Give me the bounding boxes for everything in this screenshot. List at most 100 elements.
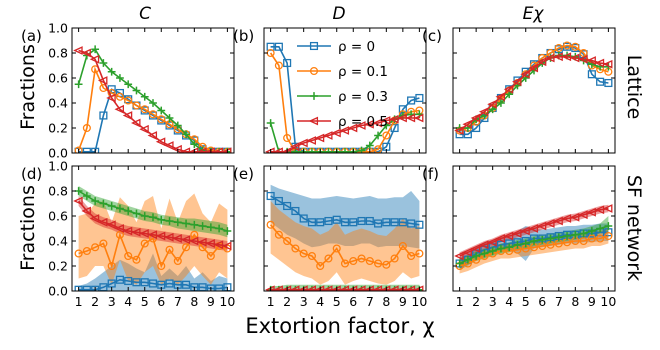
data-point bbox=[74, 80, 83, 89]
data-point bbox=[82, 285, 91, 291]
data-point bbox=[89, 214, 100, 223]
data-point bbox=[124, 251, 133, 261]
x-tick-label: 4 bbox=[505, 294, 513, 309]
data-point bbox=[339, 126, 350, 135]
data-point bbox=[569, 212, 580, 222]
data-point bbox=[596, 224, 605, 233]
data-point bbox=[197, 237, 207, 247]
data-point bbox=[182, 130, 190, 139]
data-point bbox=[578, 54, 588, 64]
data-point bbox=[382, 218, 391, 227]
data-point bbox=[347, 123, 358, 133]
data-point bbox=[97, 217, 108, 227]
data-point bbox=[389, 114, 399, 124]
data-point bbox=[455, 259, 464, 268]
data-point bbox=[164, 232, 174, 242]
data-point bbox=[107, 261, 116, 271]
data-point bbox=[308, 147, 316, 153]
data-point bbox=[155, 231, 166, 241]
data-point bbox=[602, 59, 613, 69]
panel-f: 1 2 3 4 5 6 7 8 9 10 (f) bbox=[422, 165, 616, 309]
x-tick-label: 3 bbox=[300, 294, 308, 309]
data-point bbox=[470, 113, 481, 123]
data-point bbox=[122, 226, 133, 236]
data-point bbox=[415, 220, 424, 229]
data-point bbox=[596, 77, 605, 86]
data-point bbox=[365, 256, 374, 266]
data-point bbox=[81, 48, 91, 58]
data-point bbox=[274, 230, 283, 239]
plot-area bbox=[265, 184, 424, 291]
data-point bbox=[81, 206, 91, 216]
data-point bbox=[554, 233, 563, 242]
y-tick-label: 0.4 bbox=[48, 234, 68, 249]
data-point bbox=[299, 249, 308, 258]
data-point bbox=[223, 227, 232, 235]
data-point bbox=[91, 285, 100, 291]
data-point bbox=[124, 207, 133, 215]
data-point bbox=[407, 219, 416, 228]
data-point bbox=[221, 241, 232, 251]
data-point bbox=[188, 236, 199, 246]
data-point bbox=[487, 237, 497, 247]
data-point bbox=[173, 218, 182, 227]
data-point bbox=[82, 192, 91, 200]
xlabel: Extortion factor, χ bbox=[245, 314, 434, 338]
data-point bbox=[165, 217, 174, 225]
data-point bbox=[332, 215, 341, 224]
data-point bbox=[149, 213, 157, 222]
x-tick-label: 10 bbox=[600, 294, 616, 309]
axes-frame bbox=[263, 27, 427, 154]
data-point bbox=[324, 147, 333, 153]
data-point bbox=[91, 197, 100, 205]
data-point bbox=[530, 237, 538, 245]
data-point bbox=[380, 116, 391, 125]
data-point bbox=[306, 136, 316, 145]
series-line-square bbox=[78, 88, 228, 153]
data-point bbox=[578, 210, 588, 220]
data-point bbox=[115, 92, 124, 101]
data-point bbox=[382, 131, 391, 140]
plot-area bbox=[73, 45, 232, 153]
legend-label: ρ = 0.1 bbox=[338, 64, 388, 80]
data-point bbox=[82, 246, 91, 256]
x-tick-label: 9 bbox=[207, 294, 215, 309]
data-point bbox=[462, 247, 472, 257]
row-label-lattice: Lattice bbox=[623, 55, 645, 120]
x-tick-label: 4 bbox=[316, 294, 324, 309]
x-tick-label: 7 bbox=[174, 294, 182, 309]
data-point bbox=[553, 216, 563, 226]
data-point bbox=[364, 119, 374, 129]
series-line-circle bbox=[269, 224, 420, 268]
data-point bbox=[316, 261, 325, 271]
data-point bbox=[266, 220, 275, 229]
panel-label: (e) bbox=[233, 165, 254, 183]
legend-marker bbox=[309, 41, 319, 51]
data-point bbox=[390, 254, 399, 263]
x-tick-label: 2 bbox=[472, 294, 480, 309]
x-tick-label: 5 bbox=[333, 294, 341, 309]
data-point bbox=[148, 110, 158, 119]
data-point bbox=[132, 101, 141, 110]
data-point bbox=[157, 106, 166, 115]
data-point bbox=[571, 42, 580, 51]
data-point bbox=[132, 278, 141, 287]
data-point bbox=[374, 259, 383, 268]
data-point bbox=[114, 104, 124, 114]
data-point bbox=[513, 240, 522, 249]
data-point bbox=[586, 56, 596, 65]
data-point bbox=[283, 133, 292, 143]
legend-label: ρ = 0 bbox=[338, 39, 375, 55]
legend-marker bbox=[310, 92, 318, 100]
band-square bbox=[270, 184, 420, 249]
data-point bbox=[91, 243, 100, 252]
data-point bbox=[331, 128, 341, 138]
data-point bbox=[190, 220, 199, 229]
data-point bbox=[587, 70, 596, 79]
data-point bbox=[536, 221, 547, 231]
data-point bbox=[480, 249, 489, 258]
data-point bbox=[596, 234, 605, 243]
data-point bbox=[283, 201, 292, 211]
data-point bbox=[298, 138, 308, 148]
